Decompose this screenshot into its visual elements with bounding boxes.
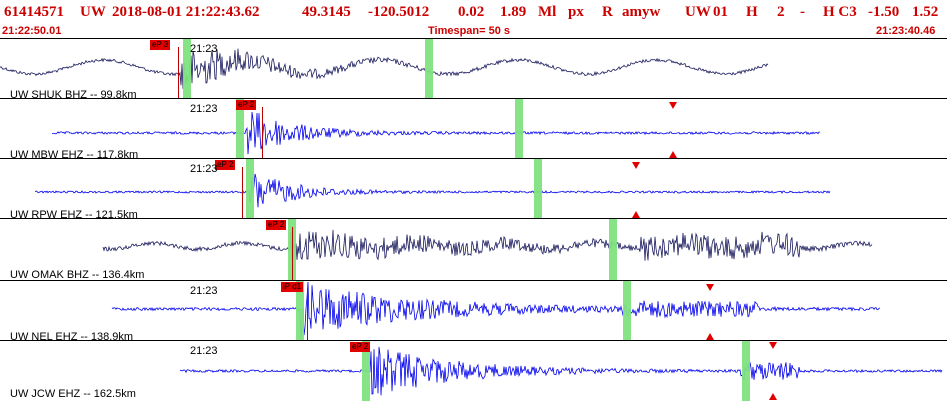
s-arrival-marker-top	[706, 284, 714, 291]
green-marker	[183, 39, 191, 99]
event-header: 61414571 UW 2018-08-01 21:22:43.62 49.31…	[0, 0, 947, 24]
trace-panel-nel[interactable]: iP d1 21:23 UW NEL EHZ -- 138.9km	[0, 280, 947, 341]
event-network: UW	[80, 4, 106, 20]
green-marker	[742, 341, 750, 401]
event-code2: R	[602, 4, 613, 20]
green-marker	[246, 159, 254, 219]
event-lat: 49.3145	[302, 4, 351, 20]
trace-panel-omak[interactable]: eP 2 UW OMAK BHZ -- 136.4km	[0, 218, 947, 281]
event-lon: -120.5012	[368, 4, 430, 20]
event-mag-type: Ml	[538, 4, 557, 20]
waveform-nel	[111, 281, 881, 338]
event-code1: px	[568, 4, 584, 20]
event-magnitude: 1.89	[500, 4, 527, 20]
trace-panel-mbw[interactable]: eP 2 21:23 UW MBW EHZ -- 117.8km	[0, 98, 947, 159]
time-label: 21:23	[190, 285, 218, 297]
end-time: 21:23:40.46	[876, 25, 936, 37]
s-arrival-marker-top	[632, 162, 640, 169]
s-arrival-marker-bottom	[769, 393, 777, 400]
green-marker	[296, 281, 304, 341]
station-label: UW MBW EHZ -- 117.8km	[10, 149, 139, 159]
waveform-mbw	[51, 111, 821, 155]
waveform-omak	[102, 229, 873, 261]
station-label: UW SHUK BHZ -- 99.8km	[10, 89, 137, 99]
green-marker	[623, 281, 631, 341]
station-label: UW NEL EHZ -- 138.9km	[10, 331, 134, 341]
time-label: 21:23	[190, 163, 218, 175]
event-dash: -	[800, 4, 805, 20]
trace-panel-rpw[interactable]: eP 2 21:23 UW RPW EHZ -- 121.5km	[0, 158, 947, 219]
phase-pick[interactable]: eP 2	[350, 342, 371, 352]
trace-panel-jcw[interactable]: eP 2 21:23 UW JCW EHZ -- 162.5km	[0, 340, 947, 401]
time-label: 21:23	[190, 345, 218, 357]
green-marker	[609, 219, 617, 281]
event-depth: 0.02	[458, 4, 485, 20]
phase-pick[interactable]: eP 2	[236, 100, 257, 110]
event-n1: 01	[713, 4, 728, 20]
event-net2: UW	[685, 4, 711, 20]
green-marker	[425, 39, 433, 99]
phase-pick[interactable]: eP 2	[215, 160, 236, 170]
s-arrival-marker-top	[669, 102, 677, 109]
pick-line	[307, 289, 308, 341]
event-v1: -1.50	[868, 4, 900, 20]
pick-line	[292, 227, 293, 281]
event-id: 61414571	[4, 4, 64, 20]
s-arrival-marker-bottom	[669, 151, 677, 158]
event-n2: 2	[777, 4, 785, 20]
phase-pick[interactable]: eP 2	[266, 220, 287, 230]
phase-pick[interactable]: iP d1	[281, 282, 304, 292]
event-v2: 1.52	[912, 4, 939, 20]
time-label: 21:23	[190, 103, 218, 115]
s-arrival-marker-bottom	[632, 211, 640, 218]
event-datetime: 2018-08-01 21:22:43.62	[112, 4, 260, 20]
pick-line	[262, 107, 263, 159]
waveform-jcw	[179, 346, 943, 396]
time-label: 21:23	[190, 43, 218, 55]
phase-pick[interactable]: eP 3	[150, 40, 171, 50]
event-hc: H C3	[823, 4, 857, 20]
trace-panel-shuk[interactable]: eP 3 21:23 UW SHUK BHZ -- 99.8km	[0, 38, 947, 99]
waveform-shuk	[0, 48, 769, 89]
green-marker	[534, 159, 542, 219]
green-marker	[515, 99, 523, 159]
start-time: 21:22:50.01	[2, 25, 62, 37]
green-marker	[236, 99, 244, 159]
s-arrival-marker-bottom	[706, 333, 714, 340]
green-marker	[362, 341, 370, 401]
event-h: H	[746, 4, 758, 20]
pick-line	[242, 167, 243, 219]
event-user: amyw	[622, 4, 661, 20]
waveform-rpw	[34, 173, 831, 208]
s-arrival-marker-top	[769, 342, 777, 349]
station-label: UW RPW EHZ -- 121.5km	[10, 209, 138, 219]
pick-line	[178, 47, 179, 99]
station-label: UW OMAK BHZ -- 136.4km	[10, 269, 145, 281]
timespan: Timespan= 50 s	[428, 25, 511, 37]
station-label: UW JCW EHZ -- 162.5km	[10, 388, 136, 400]
